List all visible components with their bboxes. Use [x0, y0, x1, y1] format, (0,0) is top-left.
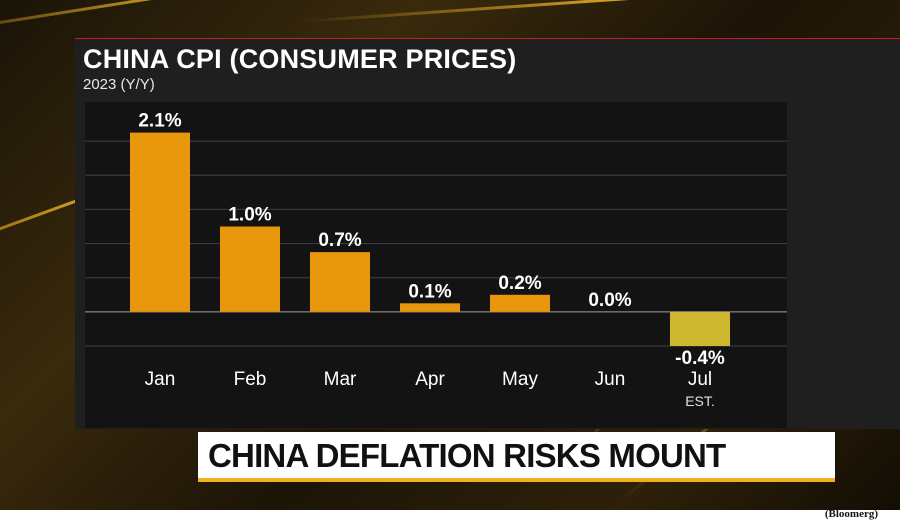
- headline-text: CHINA DEFLATION RISKS MOUNT: [208, 437, 726, 474]
- bar-jan: [130, 132, 190, 312]
- x-tick-label: Jan: [145, 369, 176, 390]
- x-tick-note: EST.: [685, 393, 715, 409]
- data-label: 0.1%: [408, 281, 451, 302]
- x-tick-label: Jun: [595, 369, 626, 390]
- x-tick-label: Apr: [415, 369, 445, 390]
- data-label: 0.7%: [318, 230, 361, 251]
- bar-jul: [670, 311, 730, 346]
- x-tick-label: Mar: [324, 369, 357, 390]
- data-label: 0.0%: [588, 290, 631, 311]
- chart-title: CHINA CPI (CONSUMER PRICES): [83, 44, 517, 74]
- source-credit: (Bloomerg): [824, 508, 878, 520]
- bar-mar: [310, 252, 370, 312]
- bar-chart: 2.1% Jan 1.0% Feb 0.7% Mar 0.1% Apr 0.2% May 0.0% J…: [85, 111, 787, 409]
- x-tick-label: May: [502, 369, 538, 390]
- bar-apr: [400, 303, 460, 312]
- data-label: 0.2%: [498, 273, 541, 294]
- data-label: 2.1%: [138, 111, 181, 132]
- data-label: 1.0%: [228, 205, 271, 226]
- light-streak: [299, 0, 900, 23]
- chart-subtitle: 2023 (Y/Y): [83, 76, 155, 93]
- x-tick-label: Jul: [688, 369, 712, 390]
- x-tick-label: Feb: [234, 369, 267, 390]
- data-label: -0.4%: [675, 348, 725, 369]
- bar-may: [490, 294, 550, 312]
- headline-banner: CHINA DEFLATION RISKS MOUNT: [198, 432, 835, 482]
- plot-area: 2.1% Jan 1.0% Feb 0.7% Mar 0.1% Apr 0.2% May 0.0% J…: [85, 102, 787, 428]
- bar-feb: [220, 226, 280, 312]
